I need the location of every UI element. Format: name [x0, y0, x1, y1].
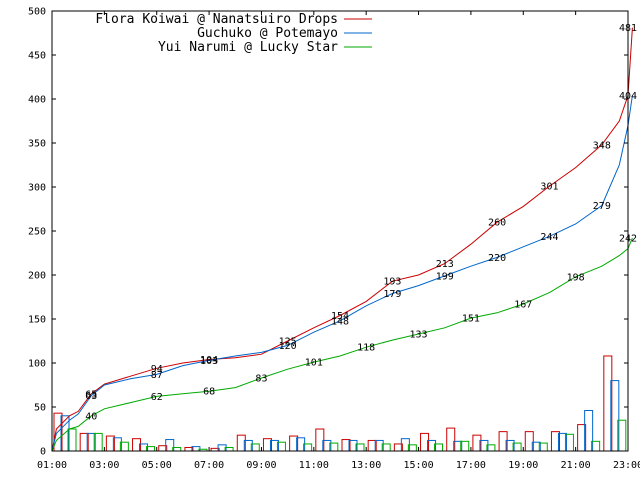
- x-tick-label: 21:00: [561, 460, 591, 471]
- data-label: 125: [279, 337, 297, 348]
- data-label: 103: [200, 356, 218, 367]
- legend-label: Flora Koiwai @ Nanatsuiro Drops: [95, 12, 338, 27]
- x-tick-label: 15:00: [403, 460, 433, 471]
- data-label: 63: [85, 391, 97, 402]
- data-label: 199: [436, 271, 454, 282]
- x-tick-label: 01:00: [37, 460, 67, 471]
- data-label: 198: [567, 272, 585, 283]
- y-tick-label: 500: [28, 7, 46, 18]
- y-tick-label: 100: [28, 359, 46, 370]
- data-label: 120: [279, 341, 297, 352]
- series-line: [51, 27, 633, 452]
- x-tick-label: 19:00: [508, 460, 538, 471]
- data-label: 279: [593, 201, 611, 212]
- legend-label: Yui Narumi @ Lucky Star: [158, 40, 338, 55]
- data-label: 244: [540, 232, 558, 243]
- data-label: 151: [462, 314, 480, 325]
- data-label: 301: [540, 182, 558, 193]
- y-tick-label: 150: [28, 315, 46, 326]
- data-labels: 6594104125154193213260301348481638710312…: [85, 23, 637, 422]
- series-line: [51, 95, 633, 452]
- data-label: 118: [357, 343, 375, 354]
- data-label: 83: [255, 373, 267, 384]
- x-tick-label: 11:00: [299, 460, 329, 471]
- data-label: 101: [305, 358, 323, 369]
- x-tick-label: 17:00: [456, 460, 486, 471]
- data-label: 213: [436, 259, 454, 270]
- data-label: 87: [151, 370, 163, 381]
- x-tick-label: 13:00: [351, 460, 381, 471]
- data-label: 68: [203, 387, 215, 398]
- data-label: 65: [85, 389, 97, 400]
- data-label: 167: [514, 300, 532, 311]
- y-tick-label: 250: [28, 227, 46, 238]
- x-tick-label: 05:00: [142, 460, 172, 471]
- x-tick-label: 03:00: [89, 460, 119, 471]
- y-tick-label: 0: [40, 447, 46, 458]
- data-label: 94: [151, 364, 163, 375]
- y-tick-label: 200: [28, 271, 46, 282]
- data-label: 193: [383, 277, 401, 288]
- legend-label: Guchuko @ Potemayo: [197, 26, 338, 41]
- data-label: 40: [85, 411, 97, 422]
- y-tick-label: 400: [28, 95, 46, 106]
- series-line: [51, 237, 633, 452]
- data-label: 104: [200, 355, 218, 366]
- data-label: 154: [331, 311, 349, 322]
- data-label: 133: [410, 329, 428, 340]
- x-tick-label: 07:00: [194, 460, 224, 471]
- hourly-bars: [53, 355, 627, 452]
- x-tick-label: 09:00: [246, 460, 276, 471]
- axes: 0 50 100 150 200 250 300 350 400 450 500 01:00 03:00…: [28, 7, 640, 472]
- y-tick-label: 50: [34, 403, 46, 414]
- data-label: 148: [331, 316, 349, 327]
- data-label: 179: [383, 289, 401, 300]
- data-label: 260: [488, 218, 506, 229]
- x-tick-label: 23:00: [613, 460, 640, 471]
- y-tick-label: 300: [28, 183, 46, 194]
- y-tick-label: 450: [28, 51, 46, 62]
- data-label: 220: [488, 253, 506, 264]
- data-label: 348: [593, 140, 611, 151]
- series-lines: [51, 27, 633, 452]
- data-label: 62: [151, 392, 163, 403]
- y-tick-label: 350: [28, 139, 46, 150]
